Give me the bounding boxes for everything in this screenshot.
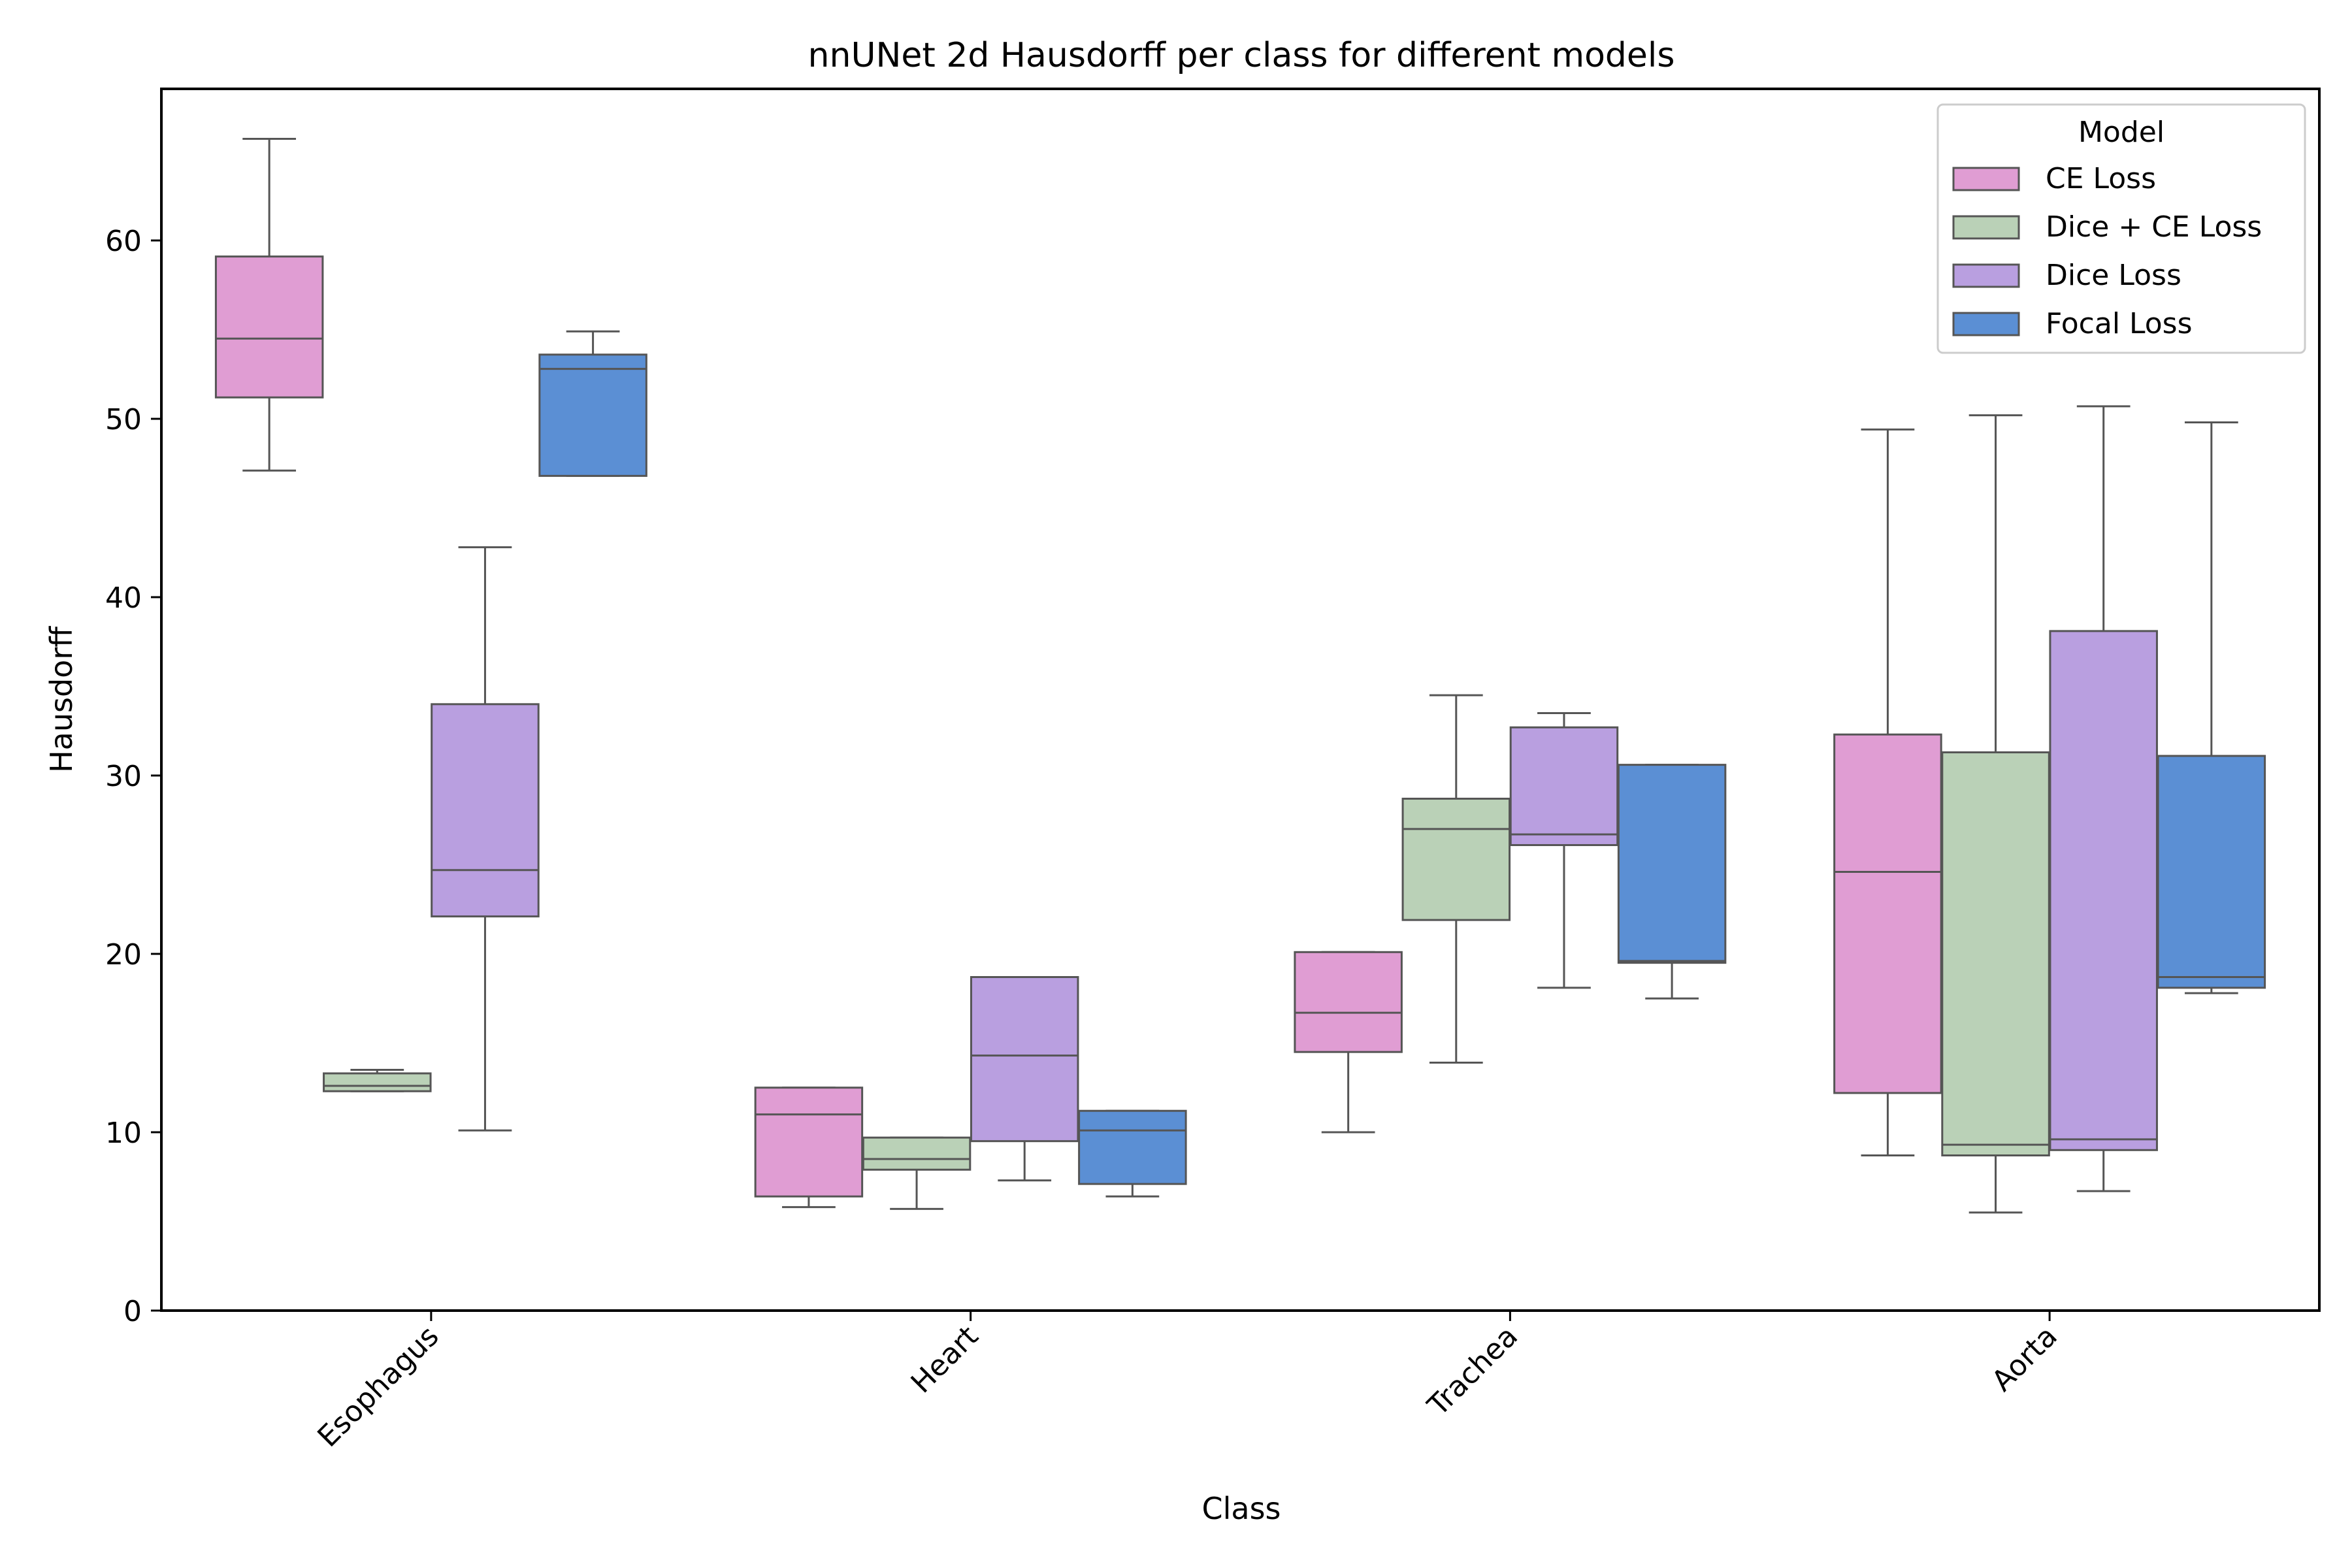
y-tick-label: 40: [105, 581, 142, 615]
plot-marks: [214, 137, 2266, 1214]
legend-frame: [1936, 103, 2306, 354]
box-0-3: [538, 330, 647, 477]
box-body: [2049, 630, 2158, 1151]
legend-swatch: [1952, 263, 2020, 288]
box-body: [1833, 733, 1942, 1094]
x-axis-label: Class: [1201, 1491, 1281, 1526]
chart-title: nnUNet 2d Hausdorff per class for differ…: [808, 36, 1675, 75]
box-body: [1509, 726, 1619, 846]
box-body: [1941, 751, 2050, 1156]
box-body: [1401, 798, 1511, 921]
box-body: [538, 353, 647, 477]
box-body: [2157, 755, 2266, 989]
box-3-1: [1941, 414, 2050, 1214]
box-0-1: [323, 1068, 432, 1092]
x-axis: Esophagus Heart Trachea Aorta: [311, 1311, 2064, 1454]
legend-swatch: [1952, 312, 2020, 336]
box-0-0: [214, 137, 324, 472]
box-body: [323, 1072, 432, 1092]
legend-title: Model: [2078, 116, 2164, 149]
legend-item: Dice Loss: [1952, 259, 2181, 292]
legend-item: Focal Loss: [1952, 307, 2193, 340]
box-body: [214, 255, 324, 399]
y-tick-label: 0: [123, 1295, 142, 1328]
legend-item: Dice + CE Loss: [1952, 210, 2262, 244]
x-tick-label: Heart: [905, 1320, 985, 1400]
legend-item: CE Loss: [1952, 162, 2156, 195]
box-2-3: [1617, 764, 1727, 1000]
x-tick-label: Aorta: [1985, 1320, 2064, 1398]
plot-frame: [160, 88, 2321, 1312]
box-3-0: [1833, 428, 1942, 1156]
box-1-0: [754, 1086, 864, 1209]
box-1-1: [862, 1136, 972, 1210]
legend-swatch: [1952, 167, 2020, 191]
box-2-2: [1509, 711, 1619, 989]
box-body: [431, 703, 540, 918]
box-body: [1078, 1109, 1187, 1185]
x-tick-label: Trachea: [1421, 1320, 1524, 1423]
legend-label: CE Loss: [2046, 162, 2156, 195]
legend: Model CE Loss Dice + CE Loss Dice Loss Focal…: [1936, 103, 2306, 354]
box-1-2: [970, 976, 1079, 1182]
y-axis: 0 10 20 30 40 50 60: [105, 225, 161, 1328]
legend-swatch: [1952, 215, 2020, 240]
box-body: [970, 976, 1079, 1143]
box-3-3: [2157, 421, 2266, 994]
legend-label: Dice + CE Loss: [2046, 210, 2262, 244]
box-body: [1617, 764, 1727, 964]
legend-label: Focal Loss: [2046, 307, 2193, 340]
y-tick-label: 30: [105, 760, 142, 793]
y-tick-label: 60: [105, 225, 142, 258]
box-3-2: [2049, 405, 2158, 1192]
y-tick-label: 20: [105, 938, 142, 972]
y-axis-label: Hausdorff: [44, 626, 79, 773]
y-tick-label: 10: [105, 1117, 142, 1150]
x-tick-label: Esophagus: [311, 1320, 445, 1454]
legend-label: Dice Loss: [2046, 259, 2181, 292]
box-2-0: [1294, 951, 1403, 1134]
box-body: [1294, 951, 1403, 1053]
box-2-1: [1401, 694, 1511, 1064]
y-tick-label: 50: [105, 403, 142, 436]
box-0-2: [431, 546, 540, 1132]
box-body: [754, 1086, 864, 1198]
box-body: [862, 1136, 972, 1171]
box-1-3: [1078, 1109, 1187, 1198]
